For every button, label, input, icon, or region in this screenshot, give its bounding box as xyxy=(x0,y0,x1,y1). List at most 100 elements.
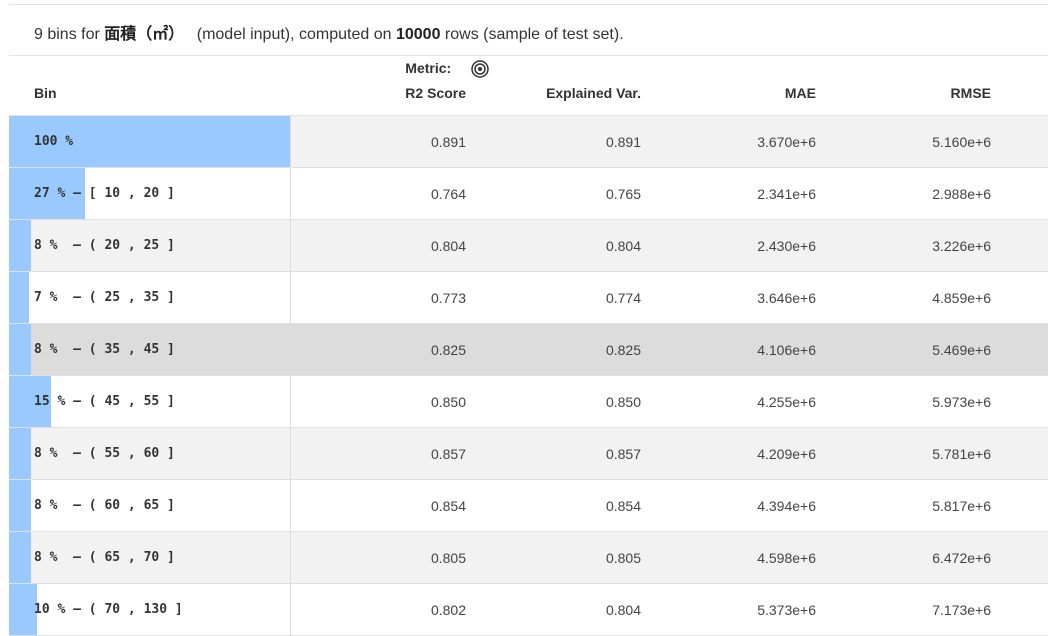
bin-cell: 8 % — ( 35 , 45 ] xyxy=(9,323,291,376)
r2-score-cell: 0.857 xyxy=(290,427,466,480)
explained-var-cell: 0.774 xyxy=(466,271,641,324)
rmse-cell: 5.817e+6 xyxy=(816,479,991,532)
r2-score-cell: 0.854 xyxy=(290,479,466,532)
table-row[interactable]: 8 % — ( 60 , 65 ] 0.854 0.854 4.394e+6 5.817… xyxy=(9,479,1048,532)
mae-cell: 3.646e+6 xyxy=(641,271,816,324)
mae-cell-value: 3.670e+6 xyxy=(757,133,816,150)
row-spacer xyxy=(991,219,1048,272)
explained-var-cell-value: 0.825 xyxy=(605,341,641,358)
bin-range: — [ 10 , 20 ] xyxy=(65,186,175,201)
explained-var-cell-value: 0.891 xyxy=(605,133,641,150)
rmse-cell: 5.160e+6 xyxy=(816,115,991,168)
bin-percent: 15 % xyxy=(34,394,66,409)
bin-summary: 9 bins for 面積（㎡） (model input), computed… xyxy=(34,20,624,44)
table-row[interactable]: 8 % — ( 35 , 45 ] 0.825 0.825 4.106e+6 5.469… xyxy=(9,323,1048,376)
table-row[interactable]: 27 % — [ 10 , 20 ] 0.764 0.765 2.341e+6 2.98… xyxy=(9,167,1048,220)
mae-cell: 2.341e+6 xyxy=(641,167,816,220)
rmse-cell: 5.973e+6 xyxy=(816,375,991,428)
mae-cell-value: 4.209e+6 xyxy=(757,445,816,462)
table-row[interactable]: 100 % 0.891 0.891 3.670e+6 5.160e+6 xyxy=(9,115,1048,168)
bin-cell: 8 % — ( 60 , 65 ] xyxy=(9,479,291,532)
column-header-explained-var[interactable]: Explained Var. xyxy=(466,56,641,116)
r2-score-cell-value: 0.805 xyxy=(430,549,466,566)
bin-cell: 8 % — ( 55 , 60 ] xyxy=(9,427,291,480)
explained-var-cell-value: 0.857 xyxy=(605,445,641,462)
bin-percent: 8 % xyxy=(34,550,58,565)
column-header-mae[interactable]: MAE xyxy=(641,56,816,116)
explained-var-cell: 0.857 xyxy=(466,427,641,480)
r2-score-cell-value: 0.825 xyxy=(430,341,466,358)
bin-cell: 15 % — ( 45 , 55 ] xyxy=(9,375,291,428)
rmse-cell: 6.472e+6 xyxy=(816,531,991,584)
bin-range: — ( 65 , 70 ] xyxy=(57,550,175,565)
table-row[interactable]: 8 % — ( 55 , 60 ] 0.857 0.857 4.209e+6 5.781… xyxy=(9,427,1048,480)
explained-var-cell-value: 0.850 xyxy=(605,393,641,410)
column-header-bin[interactable]: Bin xyxy=(9,56,290,116)
mae-cell-value: 4.598e+6 xyxy=(757,549,816,566)
bin-label: 8 % — ( 60 , 65 ] xyxy=(34,480,175,531)
explained-var-cell-value: 0.805 xyxy=(605,549,641,566)
rmse-cell-value: 4.859e+6 xyxy=(932,289,991,306)
bin-share-bar xyxy=(9,324,32,375)
explained-var-cell: 0.804 xyxy=(466,583,641,636)
rmse-cell-value: 3.226e+6 xyxy=(932,237,991,254)
bin-label: 8 % — ( 20 , 25 ] xyxy=(34,220,175,271)
row-spacer xyxy=(991,583,1048,636)
bin-percent: 8 % xyxy=(34,498,58,513)
rmse-cell-value: 5.160e+6 xyxy=(932,133,991,150)
r2-score-cell-value: 0.764 xyxy=(430,185,466,202)
row-spacer xyxy=(991,531,1048,584)
rmse-cell-value: 5.781e+6 xyxy=(932,445,991,462)
row-spacer xyxy=(991,115,1048,168)
column-header-rmse[interactable]: RMSE xyxy=(816,56,991,116)
bin-label: 100 % xyxy=(34,116,73,167)
explained-var-cell-value: 0.765 xyxy=(605,185,641,202)
explained-var-cell-value: 0.774 xyxy=(605,289,641,306)
rmse-cell-value: 2.988e+6 xyxy=(932,185,991,202)
r2-score-cell-value: 0.854 xyxy=(430,497,466,514)
mae-cell: 2.430e+6 xyxy=(641,219,816,272)
bin-label: 7 % — ( 25 , 35 ] xyxy=(34,272,175,323)
table-row[interactable]: 10 % — ( 70 , 130 ] 0.802 0.804 5.373e+6 7.1… xyxy=(9,583,1048,636)
mae-cell-value: 2.430e+6 xyxy=(757,237,816,254)
metric-selector[interactable]: Metric: R2 Score xyxy=(405,56,490,106)
rmse-cell-value: 6.472e+6 xyxy=(932,549,991,566)
mae-cell: 5.373e+6 xyxy=(641,583,816,636)
r2-score-cell: 0.805 xyxy=(290,531,466,584)
bin-label: 27 % — [ 10 , 20 ] xyxy=(34,168,175,219)
explained-var-cell: 0.850 xyxy=(466,375,641,428)
column-header-spacer xyxy=(991,56,1048,116)
table-row[interactable]: 7 % — ( 25 , 35 ] 0.773 0.774 3.646e+6 4.859… xyxy=(9,271,1048,324)
table-row[interactable]: 8 % — ( 20 , 25 ] 0.804 0.804 2.430e+6 3.226… xyxy=(9,219,1048,272)
target-icon[interactable] xyxy=(471,60,490,78)
column-header-metric[interactable]: Metric: R2 Score xyxy=(290,56,490,116)
explained-var-cell-value: 0.854 xyxy=(605,497,641,514)
table-row[interactable]: 8 % — ( 65 , 70 ] 0.805 0.805 4.598e+6 6.472… xyxy=(9,531,1048,584)
explained-var-cell: 0.825 xyxy=(466,323,641,376)
bin-range: — ( 20 , 25 ] xyxy=(57,238,175,253)
mae-cell: 4.209e+6 xyxy=(641,427,816,480)
r2-score-cell-value: 0.857 xyxy=(430,445,466,462)
explained-var-cell: 0.854 xyxy=(466,479,641,532)
r2-score-cell-value: 0.804 xyxy=(430,237,466,254)
row-spacer xyxy=(991,479,1048,532)
r2-score-cell: 0.773 xyxy=(290,271,466,324)
mae-cell-value: 4.255e+6 xyxy=(757,393,816,410)
explained-var-cell: 0.891 xyxy=(466,115,641,168)
r2-score-cell-value: 0.802 xyxy=(430,601,466,618)
bin-label: 8 % — ( 65 , 70 ] xyxy=(34,532,175,583)
bin-cell: 7 % — ( 25 , 35 ] xyxy=(9,271,291,324)
bin-share-bar xyxy=(9,480,32,531)
row-spacer xyxy=(991,167,1048,220)
summary-divider xyxy=(9,55,1048,56)
bin-label: 8 % — ( 55 , 60 ] xyxy=(34,428,175,479)
table-row[interactable]: 15 % — ( 45 , 55 ] 0.850 0.850 4.255e+6 5.97… xyxy=(9,375,1048,428)
bin-label: 15 % — ( 45 , 55 ] xyxy=(34,376,175,427)
explained-var-cell: 0.765 xyxy=(466,167,641,220)
bin-percent: 27 % xyxy=(34,186,66,201)
bin-range: — ( 45 , 55 ] xyxy=(65,394,175,409)
r2-score-cell-value: 0.773 xyxy=(430,289,466,306)
row-spacer xyxy=(991,323,1048,376)
explained-var-cell-value: 0.804 xyxy=(605,601,641,618)
